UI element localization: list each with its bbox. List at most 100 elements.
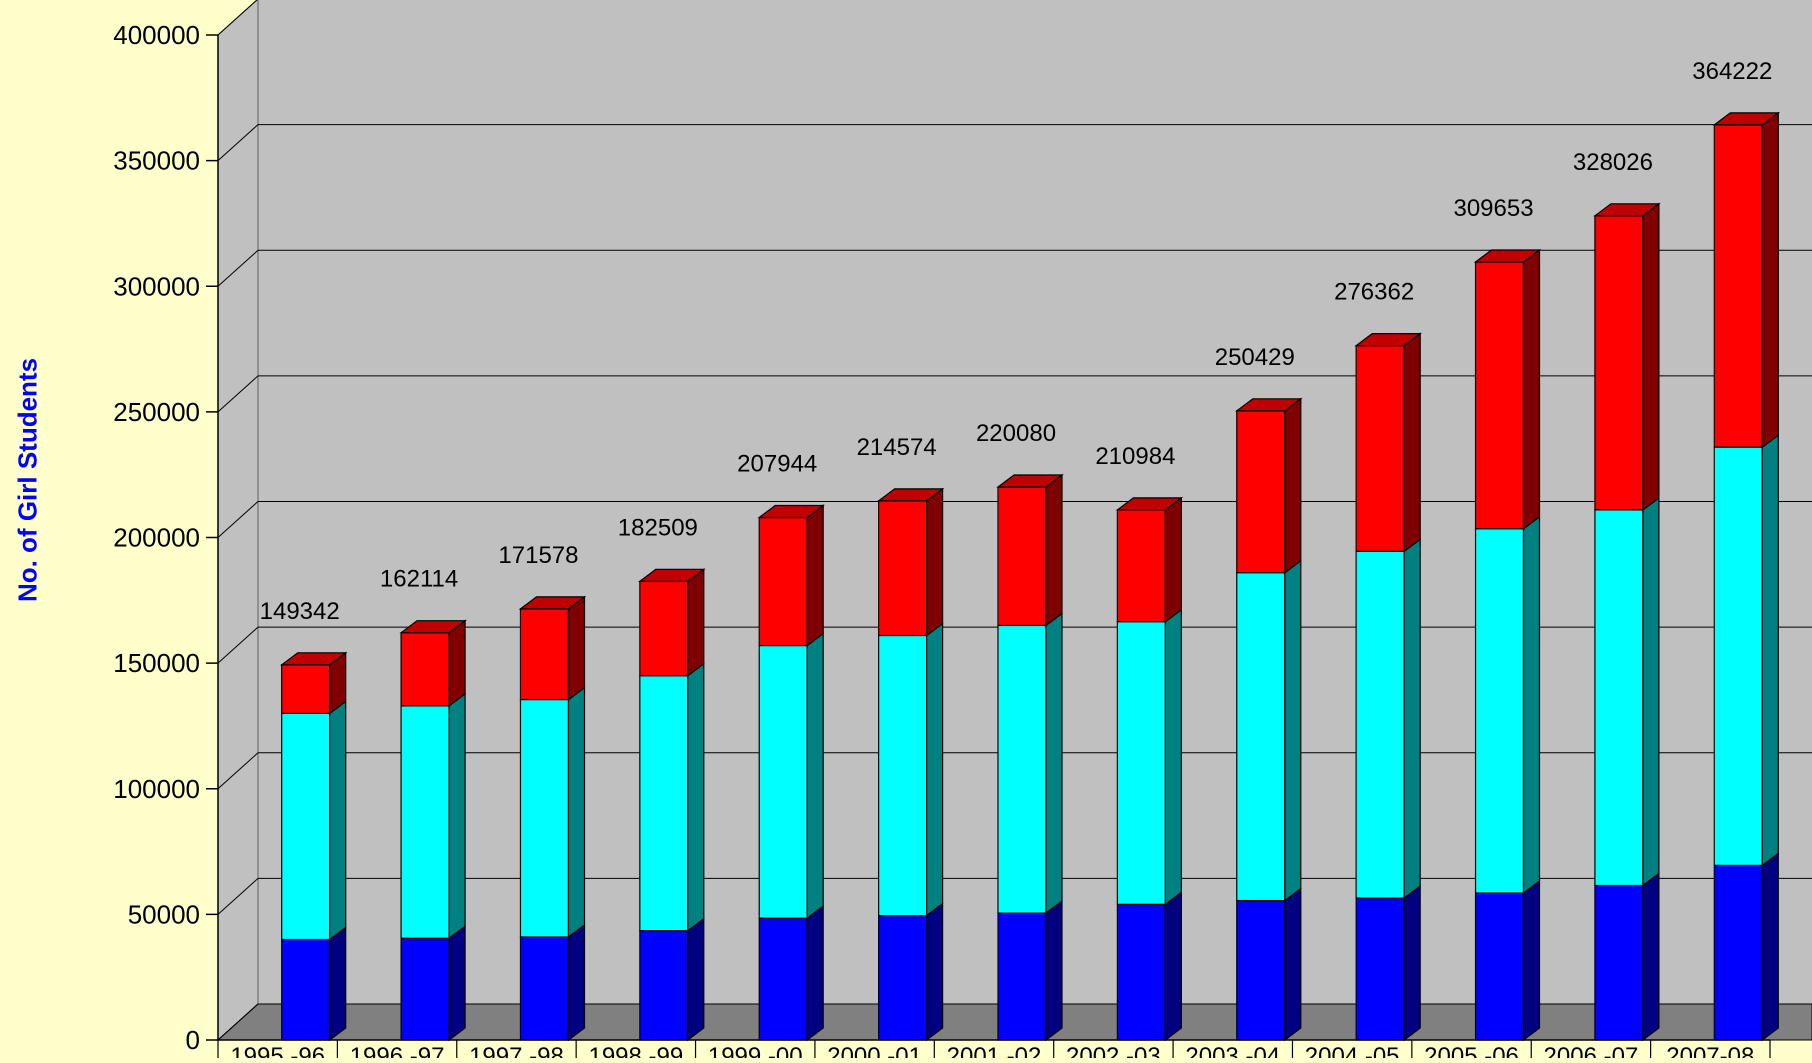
bar-side: [1403, 884, 1421, 1042]
bar-segment: [1713, 124, 1763, 448]
bar-segment: [997, 486, 1047, 627]
data-label: 276362: [1334, 279, 1414, 306]
y-tick-label: 400000: [113, 20, 200, 50]
bar-segment: [639, 675, 689, 932]
bar-side: [1164, 496, 1183, 623]
x-tick-label: 1995 -96: [230, 1043, 325, 1058]
data-label: 207944: [737, 451, 817, 478]
data-label: 220080: [976, 420, 1056, 447]
gridline: [217, 0, 258, 36]
y-tick-label: 150000: [113, 648, 200, 678]
bar-side: [1045, 899, 1063, 1042]
bar-segment: [878, 634, 928, 917]
x-tick-label: 2006 -07: [1544, 1043, 1639, 1058]
data-label: 171578: [498, 542, 578, 569]
y-tick-label: 300000: [113, 271, 200, 301]
bar-top: [996, 474, 1064, 488]
bar-side: [1761, 111, 1779, 449]
bar-segment: [639, 580, 689, 677]
y-tick-label: 0: [186, 1025, 200, 1055]
x-tick-label: 2003 -04: [1185, 1043, 1280, 1058]
x-tick-label: 2007-08: [1666, 1043, 1754, 1058]
bar-side: [1761, 433, 1779, 867]
bar-segment: [1355, 345, 1405, 552]
bar-side: [687, 662, 705, 932]
bar-segment: [1236, 572, 1286, 902]
bar-side: [567, 595, 586, 701]
y-tick-label: 50000: [128, 899, 200, 929]
bar-side: [925, 622, 944, 917]
y-axis-label: No. of Girl Students: [12, 357, 43, 603]
bar-segment: [1594, 884, 1644, 1041]
bar-side: [448, 619, 466, 707]
y-tick-label: 350000: [113, 146, 200, 176]
bar-segment: [878, 915, 928, 1041]
bar-side: [1522, 248, 1541, 530]
bar-segment: [1474, 261, 1525, 530]
data-label: 162114: [380, 566, 458, 593]
bar-segment: [519, 936, 570, 1041]
bar-side: [806, 504, 824, 647]
data-label: 309653: [1453, 195, 1533, 222]
gridline: [217, 124, 1812, 161]
bar-side: [1164, 608, 1183, 906]
bar-segment: [519, 608, 570, 701]
x-tick-label: 1998 -99: [588, 1043, 683, 1058]
bar-top: [279, 652, 348, 666]
bar-segment: [878, 500, 928, 637]
bar-side: [1284, 559, 1302, 902]
data-label: 328026: [1573, 149, 1653, 176]
bar-segment: [1474, 528, 1525, 894]
bar-top: [757, 504, 826, 519]
bar-top: [637, 568, 706, 583]
bar-segment: [400, 937, 450, 1041]
y-tick-label: 250000: [113, 397, 200, 427]
bar-side: [806, 632, 824, 920]
data-label: 149342: [260, 598, 340, 625]
bar-segment: [1713, 446, 1763, 866]
bar-segment: [519, 698, 570, 938]
bar-segment: [1713, 864, 1763, 1041]
bar-segment: [400, 705, 450, 939]
bar-side: [567, 686, 586, 939]
x-tick-label: 2005 -06: [1424, 1043, 1519, 1058]
bar-segment: [997, 624, 1047, 914]
bar-side: [329, 700, 347, 941]
bar-side: [925, 487, 944, 637]
bar-segment: [281, 712, 331, 941]
y-tick-label: 200000: [113, 523, 200, 553]
bar-side: [687, 917, 705, 1042]
bar-segment: [281, 664, 331, 714]
bar-segment: [758, 644, 808, 919]
bar-top: [1712, 112, 1781, 126]
x-tick-label: 2002 -03: [1066, 1043, 1161, 1058]
bar-top: [1593, 203, 1661, 217]
bar-side: [1642, 496, 1660, 887]
x-tick-label: 2004 -05: [1305, 1043, 1400, 1058]
bar-side: [1522, 879, 1541, 1042]
x-tick-label: 2000 -01: [827, 1043, 922, 1058]
bar-segment: [758, 917, 808, 1041]
bars: 149342 1995 -96 162114 1996 -97 171578 1997 -…: [217, 58, 1781, 1063]
bar-top: [1354, 333, 1422, 347]
bar-side: [1403, 538, 1421, 900]
data-label: 214574: [857, 434, 937, 461]
bar-side: [567, 923, 586, 1042]
bar-segment: [1116, 903, 1166, 1041]
bar-segment: [1474, 892, 1525, 1041]
bar-top: [518, 596, 587, 610]
bar-segment: [1594, 215, 1644, 511]
bar-segment: [400, 632, 450, 707]
bar-side: [1761, 852, 1779, 1042]
data-label: 250429: [1215, 344, 1295, 371]
bar-top: [1115, 497, 1184, 511]
bar-side: [448, 692, 466, 940]
bar-segment: [639, 930, 689, 1041]
bar-segment: [281, 938, 331, 1041]
bar-side: [687, 568, 705, 677]
bar-side: [925, 902, 944, 1042]
bar-side: [1522, 515, 1541, 895]
x-tick-label: 2001 -02: [947, 1043, 1042, 1058]
